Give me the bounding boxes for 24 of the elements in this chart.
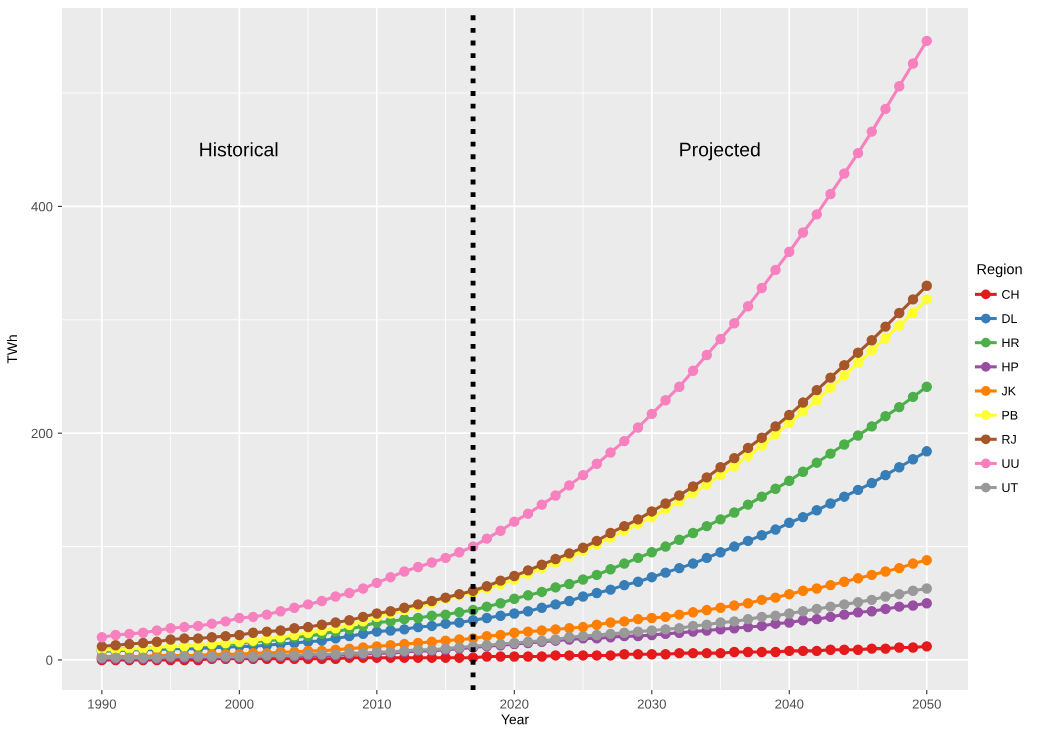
- x-axis-title: Year: [501, 714, 529, 725]
- legend-label: JK: [1001, 386, 1016, 396]
- x-tick-label: 2030: [637, 699, 666, 709]
- y-tick-label: 400: [31, 201, 53, 212]
- legend-label: UU: [1002, 459, 1019, 468]
- y-tick-label: 0: [46, 655, 53, 665]
- x-tick-label: 2050: [912, 699, 941, 709]
- x-tick-label: 2040: [775, 699, 804, 709]
- x-tick-label: 2000: [225, 699, 254, 709]
- legend-label: RJ: [1002, 435, 1016, 444]
- legend-label: UT: [1002, 483, 1018, 493]
- legend-label: CH: [1002, 290, 1019, 299]
- x-tick-label: 1990: [88, 699, 117, 709]
- legend-label: HR: [1002, 338, 1019, 348]
- legend-label: PB: [1002, 410, 1018, 420]
- annotation: Historical: [200, 142, 278, 157]
- legend-title: Region: [977, 263, 1022, 278]
- y-tick-label: 200: [31, 428, 53, 439]
- y-axis-title: TWh: [6, 335, 17, 364]
- x-tick-label: 2010: [362, 699, 391, 709]
- x-tick-label: 2020: [500, 699, 529, 709]
- annotation: Projected: [680, 142, 760, 161]
- legend-label: DL: [1002, 314, 1017, 323]
- legend-label: HP: [1002, 362, 1019, 372]
